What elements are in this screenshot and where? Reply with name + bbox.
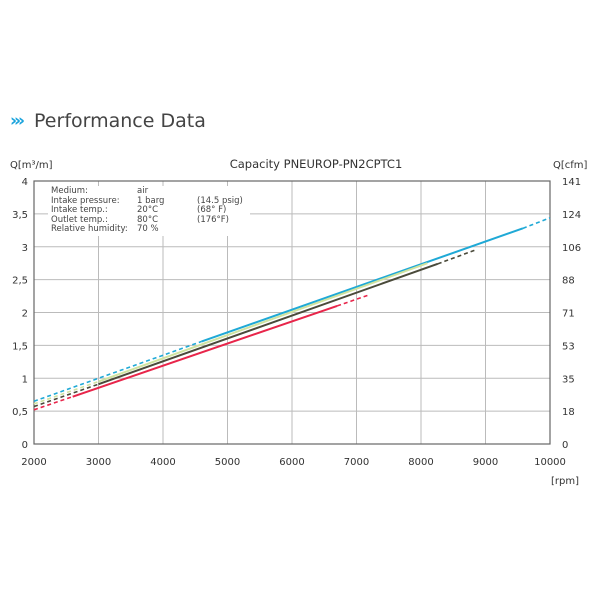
y-tick-label: 1,5 — [12, 341, 28, 352]
x-tick-label: 10000 — [534, 457, 566, 468]
y2-tick-label: 141 — [562, 177, 581, 188]
condition-row: Relative humidity: 70 % — [51, 224, 247, 235]
condition-value: air — [137, 186, 149, 196]
condition-imperial: (68° F) — [197, 205, 227, 215]
series-cyan-segment — [33, 340, 202, 403]
y2-tick-label: 88 — [562, 276, 575, 287]
condition-value: 80°C — [137, 214, 159, 225]
x-tick-label: 7000 — [344, 457, 369, 468]
section-header: ››› Performance Data — [10, 110, 206, 132]
y2-tick-label: 53 — [562, 341, 575, 352]
series-dark-segment — [33, 383, 99, 408]
y2-tick-label: 18 — [562, 407, 575, 418]
section-title: Performance Data — [34, 110, 206, 132]
y-tick-label: 3,5 — [12, 210, 28, 221]
series-dark-segment — [98, 262, 439, 386]
condition-imperial — [197, 225, 247, 235]
x-tick-label: 2000 — [21, 457, 46, 468]
y-tick-label: 3 — [22, 243, 28, 254]
x-tick-label: 8000 — [408, 457, 433, 468]
plot-frame — [33, 180, 551, 445]
y2-tick-label: 35 — [562, 374, 575, 385]
condition-label: Medium: — [51, 186, 88, 196]
condition-imperial: (14.5 psig) — [197, 195, 243, 206]
condition-value: 1 barg — [137, 195, 165, 206]
series-green-segment — [33, 380, 99, 405]
condition-label: Intake pressure: — [51, 195, 120, 206]
triple-chevron-icon: ››› — [10, 111, 25, 131]
chart-title: Capacity PNEUROP-PN2CPTC1 — [230, 157, 403, 171]
y-tick-label: 2,5 — [12, 276, 28, 287]
y-tick-label: 0 — [22, 440, 28, 451]
condition-label: Relative humidity: — [51, 224, 128, 234]
y-tick-label: 1 — [22, 374, 28, 385]
series-red-segment — [336, 293, 370, 307]
x-tick-label: 9000 — [473, 457, 498, 468]
y-tick-label: 4 — [22, 177, 28, 188]
x-tick-label: 5000 — [215, 457, 240, 468]
condition-row: Intake temp.: 20°C (68° F) — [51, 205, 247, 216]
x-axis-label: [rpm] — [551, 476, 579, 487]
condition-row: Outlet temp.: 80°C (176°F) — [51, 214, 247, 226]
y2-tick-label: 0 — [562, 440, 568, 451]
y2-tick-label: 124 — [562, 210, 581, 221]
y2-tick-label: 106 — [562, 243, 581, 254]
series-cyan-segment — [201, 227, 524, 343]
condition-value: 70 % — [137, 224, 159, 234]
x-tick-label: 3000 — [86, 457, 111, 468]
condition-value: 20°C — [137, 205, 159, 215]
y2-axis-label: Q[cfm] — [553, 160, 588, 171]
condition-label: Outlet temp.: — [51, 214, 108, 225]
x-tick-label: 4000 — [150, 457, 175, 468]
series-red-segment — [33, 395, 73, 411]
y-tick-label: 2 — [22, 309, 28, 320]
conditions-box: Medium: air Intake pressure: 1 barg (14.5 ps… — [48, 186, 250, 236]
y2-tick-label: 71 — [562, 309, 575, 320]
condition-row: Medium: air — [51, 186, 247, 197]
y-axis-label: Q[m³/m] — [10, 160, 53, 171]
series-cyan-segment — [522, 217, 551, 230]
condition-row: Intake pressure: 1 barg (14.5 psig) — [51, 195, 247, 207]
x-tick-label: 6000 — [279, 457, 304, 468]
condition-label: Intake temp.: — [51, 205, 108, 215]
condition-imperial: (176°F) — [197, 214, 229, 225]
series-green-segment — [98, 262, 428, 383]
y-tick-label: 0,5 — [12, 407, 28, 418]
series-red-segment — [72, 304, 338, 398]
